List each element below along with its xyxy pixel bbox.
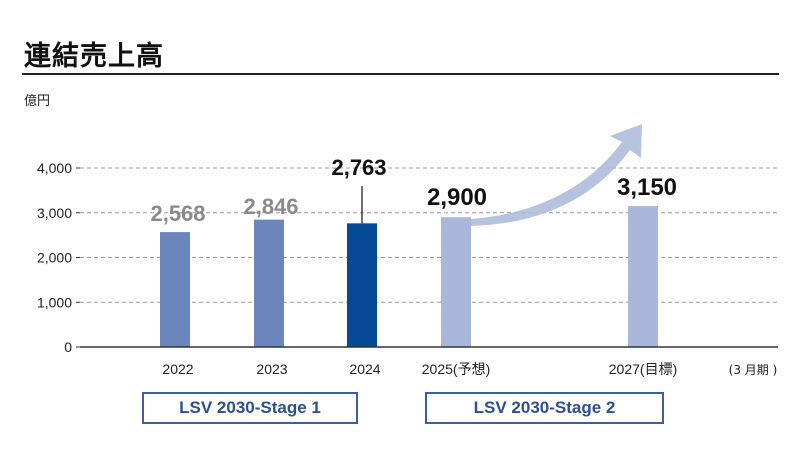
y-tick-label: 1,000 (37, 294, 72, 310)
x-tick-label: 2024 (349, 361, 380, 377)
x-tick-label: 2022 (162, 361, 193, 377)
stage-2-label-box: LSV 2030-Stage 2 (425, 392, 664, 424)
bar-value-label: 2,900 (427, 184, 487, 211)
x-tick-label: 2025(予想) (422, 361, 490, 377)
bar-value-label: 2,568 (150, 201, 205, 226)
bar (160, 232, 190, 347)
y-tick-label: 2,000 (37, 250, 72, 266)
x-tick-label: 2027(目標) (609, 361, 677, 377)
title-divider (22, 73, 779, 75)
stage-1-label: LSV 2030-Stage 1 (179, 398, 321, 417)
y-axis-unit-label: 億円 (24, 94, 51, 109)
stage-1-label-box: LSV 2030-Stage 1 (142, 392, 358, 424)
period-label: (3 月期 ) (729, 363, 778, 377)
x-tick-label: 2023 (256, 361, 287, 377)
trend-arrow (470, 124, 642, 226)
y-tick-label: 0 (64, 339, 72, 355)
bar (347, 223, 377, 347)
bar-value-label: 2,763 (331, 155, 386, 180)
bar-value-label: 2,846 (243, 194, 298, 219)
bar (441, 217, 471, 347)
bar (628, 206, 658, 347)
bar-value-label: 3,150 (617, 174, 677, 201)
y-tick-label: 4,000 (37, 160, 72, 176)
y-tick-label: 3,000 (37, 205, 72, 221)
chart-title: 連結売上高 (24, 41, 164, 72)
stage-2-label: LSV 2030-Stage 2 (473, 398, 616, 417)
bar (254, 219, 284, 347)
